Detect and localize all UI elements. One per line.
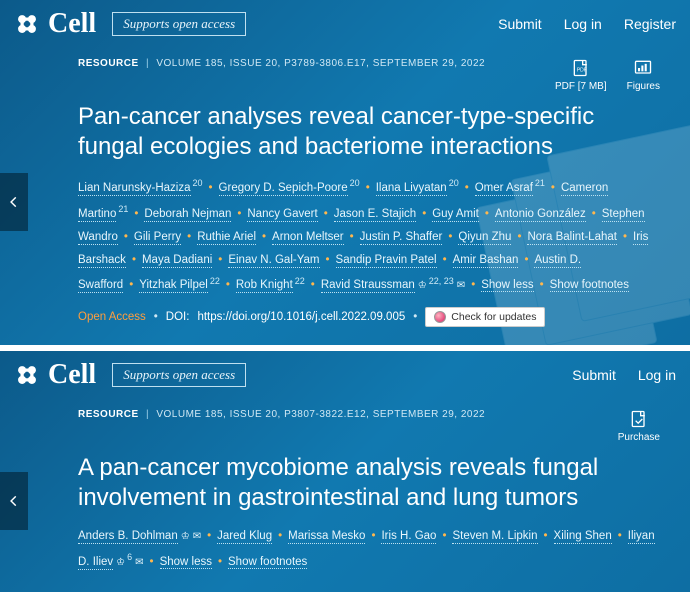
figures-label: Figures (627, 81, 660, 92)
crossmark-icon (434, 311, 446, 323)
svg-text:PDF: PDF (577, 67, 587, 73)
journal-name: Cell (48, 359, 96, 391)
journal-logo[interactable]: Cell (14, 359, 96, 391)
cell-press-icon (14, 11, 40, 37)
article-panel: Cell Supports open access Submit Log in Re… (0, 0, 690, 345)
nav-login[interactable]: Log in (564, 16, 602, 32)
author-list: Lian Narunsky-Haziza20•Gregory D. Sepich… (78, 174, 660, 297)
open-access-badge[interactable]: Supports open access (112, 363, 246, 387)
doi-link[interactable]: https://doi.org/10.1016/j.cell.2022.09.0… (197, 311, 405, 323)
journal-name: Cell (48, 8, 96, 40)
article-panel: Cell Supports open access Submit Log in R… (0, 351, 690, 592)
article-title: A pan-cancer mycobiome analysis reveals … (78, 453, 660, 513)
figures-link[interactable]: Figures (627, 58, 660, 92)
open-access-badge[interactable]: Supports open access (112, 12, 246, 36)
topbar: Cell Supports open access Submit Log in Re… (0, 0, 690, 48)
volume-info: VOLUME 185, ISSUE 20, P3789-3806.E17, SE… (156, 58, 485, 69)
open-access-label: Open Access (78, 311, 146, 323)
article-meta: RESOURCE | VOLUME 185, ISSUE 20, P3807-3… (78, 409, 485, 420)
doi-row: Open Access • DOI: https://doi.org/10.10… (78, 307, 660, 327)
nav-submit[interactable]: Submit (498, 16, 542, 32)
article-content: RESOURCE | VOLUME 185, ISSUE 20, P3789-3… (0, 48, 690, 345)
article-actions: Purchase (618, 409, 660, 443)
volume-info: VOLUME 185, ISSUE 20, P3807-3822.E12, SE… (156, 409, 485, 420)
purchase-link[interactable]: Purchase (618, 409, 660, 443)
article-type: RESOURCE (78, 409, 139, 420)
top-nav: Submit Log in (572, 367, 676, 383)
pdf-download[interactable]: PDF PDF [7 MB] (555, 58, 607, 92)
purchase-label: Purchase (618, 432, 660, 443)
pdf-label: PDF [7 MB] (555, 81, 607, 92)
nav-submit[interactable]: Submit (572, 367, 616, 383)
article-content: RESOURCE | VOLUME 185, ISSUE 20, P3807-3… (0, 399, 690, 592)
article-meta: RESOURCE | VOLUME 185, ISSUE 20, P3789-3… (78, 58, 485, 69)
doi-label: DOI: (166, 311, 190, 323)
author-list: Anders B. Dohlman♔✉•Jared Klug•Marissa M… (78, 525, 660, 574)
nav-login[interactable]: Log in (638, 367, 676, 383)
article-type: RESOURCE (78, 58, 139, 69)
nav-register[interactable]: Register (624, 16, 676, 32)
topbar: Cell Supports open access Submit Log in (0, 351, 690, 399)
journal-logo[interactable]: Cell (14, 8, 96, 40)
article-actions: PDF PDF [7 MB] Figures (555, 58, 660, 92)
article-title: Pan-cancer analyses reveal cancer-type-s… (78, 102, 660, 162)
cell-press-icon (14, 362, 40, 388)
check-updates-button[interactable]: Check for updates (425, 307, 545, 327)
top-nav: Submit Log in Register (498, 16, 676, 32)
